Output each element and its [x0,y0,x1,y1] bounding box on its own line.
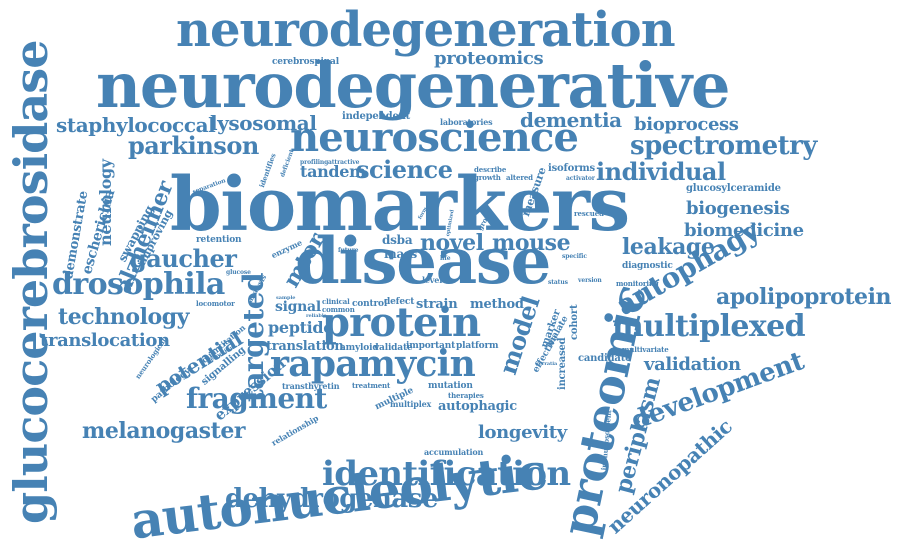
word-profiling: profiling [300,159,329,166]
word-growth: growth [474,173,501,182]
word-peptide: peptide [268,318,334,337]
word-multiplexed: multiplexed [612,309,806,344]
word-autophagic: autophagic [438,399,517,414]
word-mutation: mutation [428,381,473,391]
word-validate: validate [374,343,413,353]
word-therapies: therapies [448,391,484,400]
word-life: life [440,255,451,262]
word-fragment: fragment [186,382,327,415]
word-glucocerebrosidase: glucocerebrosidase [4,40,58,524]
word-monitoring: monitoring [616,279,659,288]
word-validation: validation [644,354,741,375]
word-technology: technology [58,304,190,330]
word-melanogaster: melanogaster [82,418,246,444]
word-lysosomal: lysosomal [210,111,317,135]
word-neurodegenerative: neurodegenerative [96,49,730,122]
word-status: status [548,279,568,286]
word-laboratories: laboratories [440,117,493,127]
word-method: method [470,297,524,312]
word-candidate: candidate [578,353,632,364]
word-common: common [322,305,355,314]
word-sample: sample [276,295,296,301]
word-amyloid: amyloid [340,343,379,353]
word-describe: describe [474,165,507,174]
word-novel: novel [420,230,484,256]
word-rescued: rescued [574,209,604,218]
word-individual: individual [596,157,726,186]
word-mass: mass [384,247,418,261]
word-dementia: dementia [520,108,622,132]
word-important: important [406,341,456,351]
word-staphylococcal: staphylococcal [56,113,216,137]
word-proteomics: proteomics [434,48,544,69]
word-biomedicine: biomedicine [684,220,804,241]
word-biomarkers: biomarkers [170,162,630,248]
word-attractive: attractive [328,159,360,166]
word-dsba: dsba [382,233,413,247]
word-defect: defect [384,297,415,307]
word-platform: platform [456,341,499,351]
word-rapamycin: rapamycin [270,343,476,385]
word-independent: independent [342,111,411,122]
word-signal: signal [275,299,321,315]
word-strain: strain [416,297,458,312]
word-cohort: cohort [569,304,580,340]
word-science: science [356,155,453,184]
word-tandem: tandem [300,162,366,181]
word-mouse: mouse [492,230,571,256]
word-parkinson: parkinson [128,131,259,160]
word-future: future [338,247,359,254]
word-reliable: reliable [306,313,327,319]
word-neurodegeneration: neurodegeneration [176,2,676,58]
word-protein: protein [322,299,481,346]
word-serratia: serratia [536,361,558,367]
word-relationship: relationship [269,412,320,448]
word-multiplex: multiplex [390,399,432,409]
word-glucosylceramide: glucosylceramide [686,183,781,194]
word-altered: altered [506,173,533,182]
word-multivariate: multivariate [622,345,669,354]
word-specific: specific [562,253,587,260]
word-gaucher: gaucher [130,244,237,273]
word-drosophila: drosophila [52,267,225,302]
word-leakage: leakage [622,234,715,260]
word-control: control [352,299,388,309]
word-neuroscience: neuroscience [290,114,579,161]
word-apolipoprotein: apolipoprotein [716,284,892,310]
word-diagnostic: diagnostic [622,261,673,271]
word-locomotor: locomotor [196,299,235,308]
word-activator: activator [566,175,595,182]
word-clinical: clinical [322,297,350,306]
word-retention: retention [196,235,242,245]
word-translation: translation [266,339,344,354]
word-isoforms: isoforms [548,163,595,174]
word-glucose: glucose [226,269,251,276]
word-spectrometry: spectrometry [630,131,817,161]
word-accumulation: accumulation [424,447,484,457]
word-longevity: longevity [478,422,567,443]
word-translocation: translocation [40,330,170,351]
word-biogenesis: biogenesis [686,198,790,219]
word-version: version [578,277,602,284]
word-dehydrogenase: dehydrogenase [225,484,438,514]
word-disease: disease [295,224,551,299]
word-increased: increased [557,337,568,390]
word-level: level [422,275,443,285]
word-treatment: treatment [352,381,391,390]
word-identification: identification [322,454,571,494]
word-bioprocess: bioprocess [634,114,739,135]
word-transthyretin: transthyretin [282,381,340,391]
word-cerebrospinal: cerebrospinal [272,57,339,67]
